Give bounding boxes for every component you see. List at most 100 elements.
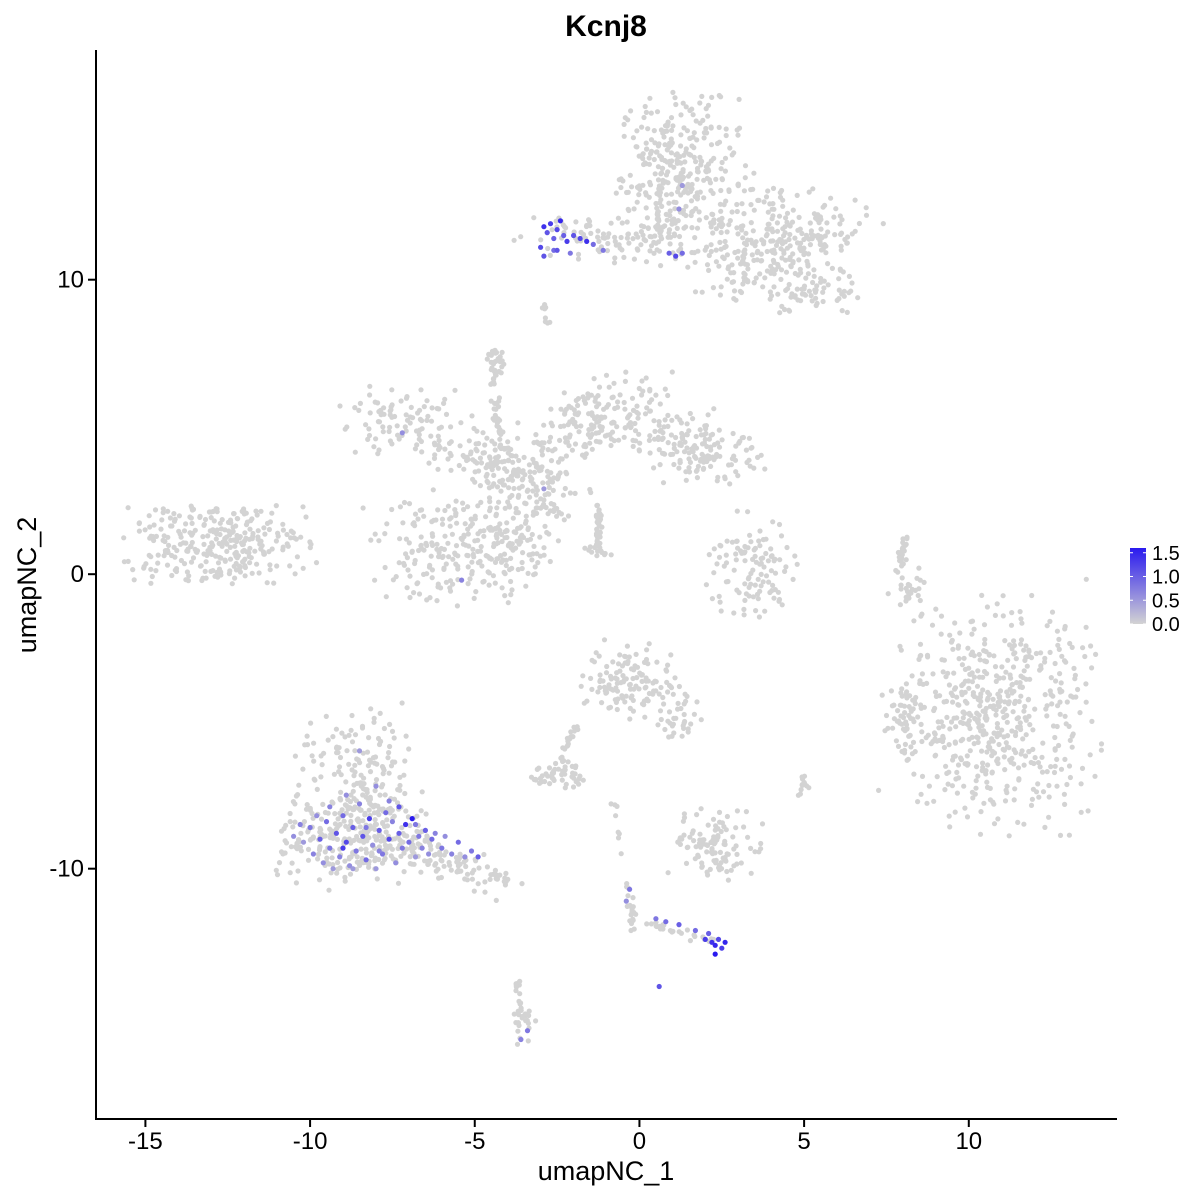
cell-point xyxy=(786,281,792,288)
cell-point xyxy=(978,698,984,705)
cell-point xyxy=(1064,699,1070,705)
cell-point xyxy=(790,259,796,265)
cell-point xyxy=(593,650,599,656)
cell-point xyxy=(648,921,655,927)
cell-point xyxy=(318,816,325,822)
cell-point xyxy=(1052,734,1058,741)
cell-point xyxy=(984,604,991,610)
cell-point xyxy=(970,795,976,801)
cell-point xyxy=(702,423,708,429)
cell-point xyxy=(493,533,499,539)
cell-point xyxy=(605,240,611,247)
cell-point xyxy=(1089,665,1095,671)
cell-point xyxy=(621,434,627,440)
cell-point xyxy=(303,514,309,520)
cell-point xyxy=(419,507,425,513)
cell-point xyxy=(274,563,280,569)
cell-point xyxy=(949,783,956,789)
cell-point xyxy=(758,251,764,257)
cell-point xyxy=(643,684,649,690)
cell-point xyxy=(199,577,205,584)
cell-point xyxy=(732,249,738,256)
cell-point xyxy=(205,533,211,539)
cell-point xyxy=(310,815,316,821)
cell-point xyxy=(205,551,211,557)
cell-point xyxy=(180,540,186,546)
cell-point xyxy=(733,469,739,475)
cell-point xyxy=(814,300,820,306)
cell-point xyxy=(994,601,1000,607)
cell-point xyxy=(755,576,761,582)
cell-point xyxy=(778,276,784,282)
cell-point xyxy=(974,683,981,689)
cell-point xyxy=(624,643,631,649)
cell-point xyxy=(699,93,705,99)
cell-point xyxy=(685,729,691,735)
cell-point xyxy=(249,516,255,522)
cell-point xyxy=(691,838,697,844)
cell-point xyxy=(761,564,767,570)
cell-point xyxy=(837,266,843,272)
cell-point xyxy=(658,263,664,269)
cell-point xyxy=(666,709,673,715)
cell-point xyxy=(598,414,604,420)
cell-point xyxy=(534,487,541,493)
expressed-cell-point xyxy=(327,804,333,810)
cell-point xyxy=(698,456,704,463)
cell-point xyxy=(636,686,642,692)
cell-point xyxy=(322,849,328,855)
cell-point xyxy=(954,769,960,776)
cell-point xyxy=(856,220,863,227)
cell-point xyxy=(639,392,645,398)
cell-point xyxy=(506,485,512,491)
cell-point xyxy=(1057,711,1063,717)
cell-point xyxy=(481,450,487,456)
cell-point xyxy=(912,749,918,755)
cell-point xyxy=(547,434,554,440)
cell-point xyxy=(1059,653,1065,659)
cell-point xyxy=(981,728,987,734)
cell-point xyxy=(652,428,658,434)
cell-point xyxy=(686,469,693,475)
cell-point xyxy=(940,669,946,675)
cell-point xyxy=(183,577,189,583)
cell-point xyxy=(1022,703,1028,710)
cell-point xyxy=(955,762,962,768)
cell-point xyxy=(212,573,218,579)
cell-point xyxy=(907,732,913,739)
cell-point xyxy=(468,451,474,457)
cell-point xyxy=(648,137,655,143)
cell-point xyxy=(258,546,264,552)
cell-point xyxy=(906,704,912,710)
cell-point xyxy=(692,454,698,460)
cell-point xyxy=(314,786,320,793)
cell-point xyxy=(525,487,531,493)
cell-point xyxy=(325,810,331,816)
cell-point xyxy=(382,792,388,798)
cell-point xyxy=(708,463,714,469)
cell-point xyxy=(689,225,695,231)
cell-point xyxy=(523,513,529,519)
cell-point xyxy=(662,386,668,392)
cell-point xyxy=(1017,680,1023,686)
cell-point xyxy=(533,505,539,511)
cell-point xyxy=(308,720,314,726)
expressed-cell-point xyxy=(709,939,715,945)
cell-point xyxy=(492,867,498,874)
x-tick-label: 5 xyxy=(797,1128,810,1155)
cell-point xyxy=(1011,638,1017,644)
cell-point xyxy=(741,249,747,255)
cell-point xyxy=(332,811,338,817)
expressed-cell-point xyxy=(600,247,606,253)
cell-point xyxy=(718,166,724,172)
cell-point xyxy=(558,511,565,517)
cell-point xyxy=(1012,786,1018,792)
cell-point xyxy=(779,602,785,608)
cell-point xyxy=(709,94,715,100)
cell-point xyxy=(183,521,189,527)
cell-point xyxy=(753,275,759,281)
cell-point xyxy=(991,730,997,736)
cell-point xyxy=(733,557,739,563)
cell-point xyxy=(410,521,416,527)
cell-point xyxy=(469,559,475,565)
